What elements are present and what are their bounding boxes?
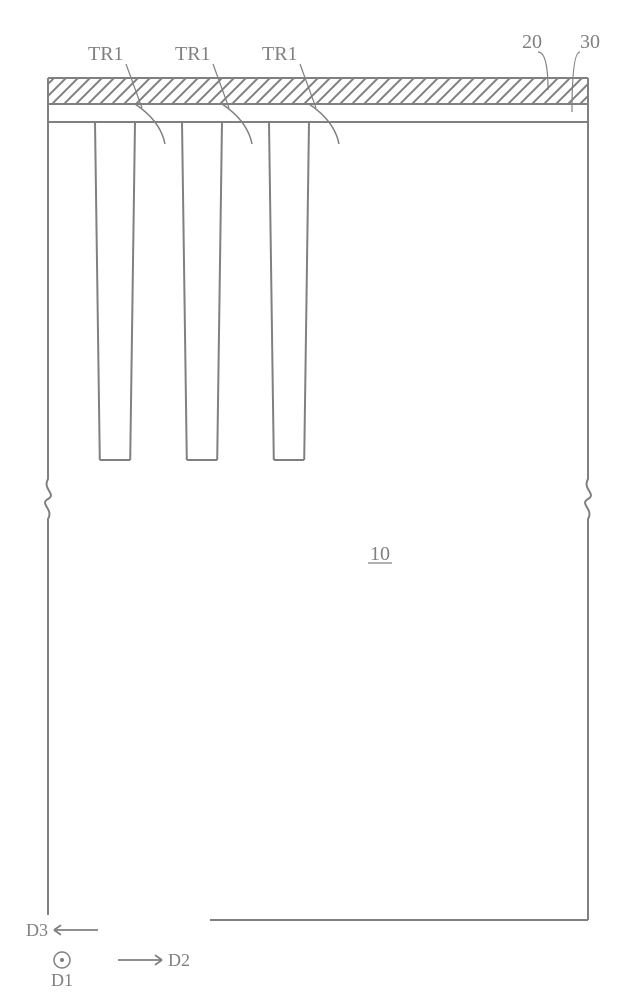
- label-d1: D1: [51, 970, 73, 990]
- label-tr1: TR1: [175, 43, 211, 65]
- label-30: 30: [580, 31, 600, 53]
- layer-20-fill: [48, 78, 588, 104]
- trench-left: [182, 122, 187, 460]
- tr1-curve: [222, 104, 252, 144]
- label-20: 20: [522, 31, 542, 53]
- label-tr1: TR1: [88, 43, 124, 65]
- trench-right: [130, 122, 135, 460]
- diagram-canvas: TR1TR1TR1203010D1D1D2D3: [0, 0, 631, 1000]
- right-break: [585, 78, 591, 920]
- label-10: 10: [370, 543, 390, 565]
- label-d3: D3: [26, 920, 48, 940]
- trench-right: [217, 122, 222, 460]
- tr1-curve: [309, 104, 339, 144]
- trench-right: [304, 122, 309, 460]
- trench-left: [95, 122, 100, 460]
- axis-d1-dot: [60, 958, 64, 962]
- label-d2: D2: [168, 950, 190, 970]
- tr1-curve: [135, 104, 165, 144]
- left-break: [45, 78, 51, 920]
- label-tr1: TR1: [262, 43, 298, 65]
- trench-left: [269, 122, 274, 460]
